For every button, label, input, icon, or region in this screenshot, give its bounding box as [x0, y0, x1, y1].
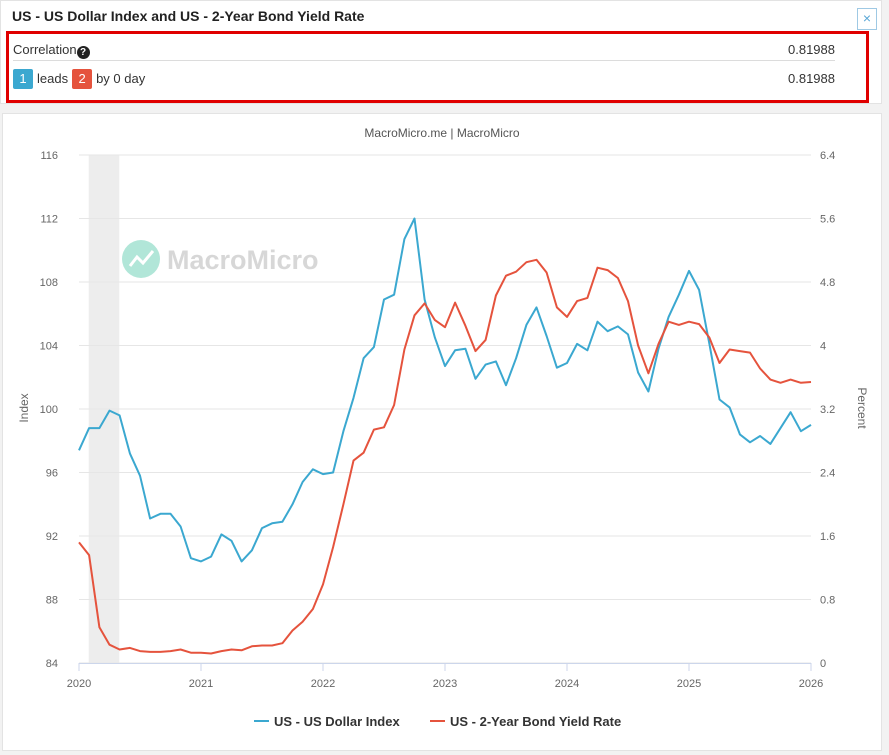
x-tick-label: 2022	[311, 678, 335, 690]
x-tick-label: 2026	[799, 678, 823, 690]
lead-lag-value: 0.81988	[788, 71, 835, 86]
dollar-index-line	[78, 217, 812, 563]
close-button[interactable]: ×	[857, 8, 877, 30]
y-left-tick-label: 100	[40, 404, 58, 416]
y-right-tick-label: 5.6	[820, 214, 835, 226]
correlation-panel: US - US Dollar Index and US - 2-Year Bon…	[0, 0, 882, 104]
y-right-tick-label: 2.4	[820, 468, 835, 480]
y-right-tick-label: 4	[820, 341, 826, 353]
series-1-badge: 1	[13, 69, 33, 89]
legend-item-bond-yield[interactable]: US - 2-Year Bond Yield Rate	[430, 714, 621, 729]
watermark-logo: MacroMicro	[122, 240, 319, 278]
x-tick-label: 2021	[189, 678, 213, 690]
y-left-tick-label: 84	[46, 658, 58, 670]
page-title: US - US Dollar Index and US - 2-Year Bon…	[12, 8, 365, 24]
x-tick-label: 2020	[67, 678, 91, 690]
y-right-tick-label: 1.6	[820, 531, 835, 543]
y-right-tick-label: 6.4	[820, 150, 835, 162]
x-tick-label: 2025	[677, 678, 701, 690]
y-right-tick-label: 3.2	[820, 404, 835, 416]
series-2-badge: 2	[72, 69, 93, 89]
x-tick-label: 2023	[433, 678, 457, 690]
correlation-highlight-box: Correlation? 0.81988 1 leads 2 by 0 day 0.8…	[6, 31, 869, 103]
y-left-tick-label: 108	[40, 277, 58, 289]
leads-label: leads	[37, 71, 69, 86]
bond-yield-line	[78, 258, 812, 655]
correlation-value: 0.81988	[788, 42, 835, 57]
correlation-row: Correlation? 0.81988	[13, 39, 835, 61]
lag-label: by 0 day	[96, 71, 146, 86]
y-left-tick-label: 92	[46, 531, 58, 543]
left-axis-title: Index	[17, 393, 31, 422]
watermark-text: MacroMicro	[167, 245, 319, 275]
y-left-tick-label: 104	[40, 341, 58, 353]
right-axis-title: Percent	[855, 387, 869, 429]
y-left-tick-label: 112	[40, 214, 58, 226]
lead-lag-row: 1 leads 2 by 0 day 0.81988	[13, 66, 835, 92]
y-right-tick-label: 4.8	[820, 277, 835, 289]
line-chart: 2020 2021 2022 2023 2024 2025 2026 84 88 92 96 100…	[17, 126, 869, 729]
y-left-tick-label: 116	[40, 150, 58, 162]
legend-label-dollar-index: US - US Dollar Index	[274, 714, 400, 729]
y-left-tick-label: 88	[46, 595, 58, 607]
y-left-tick-label: 96	[46, 468, 58, 480]
legend-label-bond-yield: US - 2-Year Bond Yield Rate	[450, 714, 621, 729]
y-right-tick-label: 0.8	[820, 595, 835, 607]
correlation-label: Correlation	[13, 42, 77, 57]
y-right-tick-label: 0	[820, 658, 826, 670]
watermark-icon-line	[128, 250, 155, 267]
question-circle-icon[interactable]: ?	[76, 46, 90, 59]
legend-item-dollar-index[interactable]: US - US Dollar Index	[254, 714, 400, 729]
chart-panel: 2020 2021 2022 2023 2024 2025 2026 84 88 92 96 100…	[2, 113, 882, 751]
chart-title: MacroMicro.me | MacroMicro	[364, 126, 519, 140]
x-tick-label: 2024	[555, 678, 579, 690]
